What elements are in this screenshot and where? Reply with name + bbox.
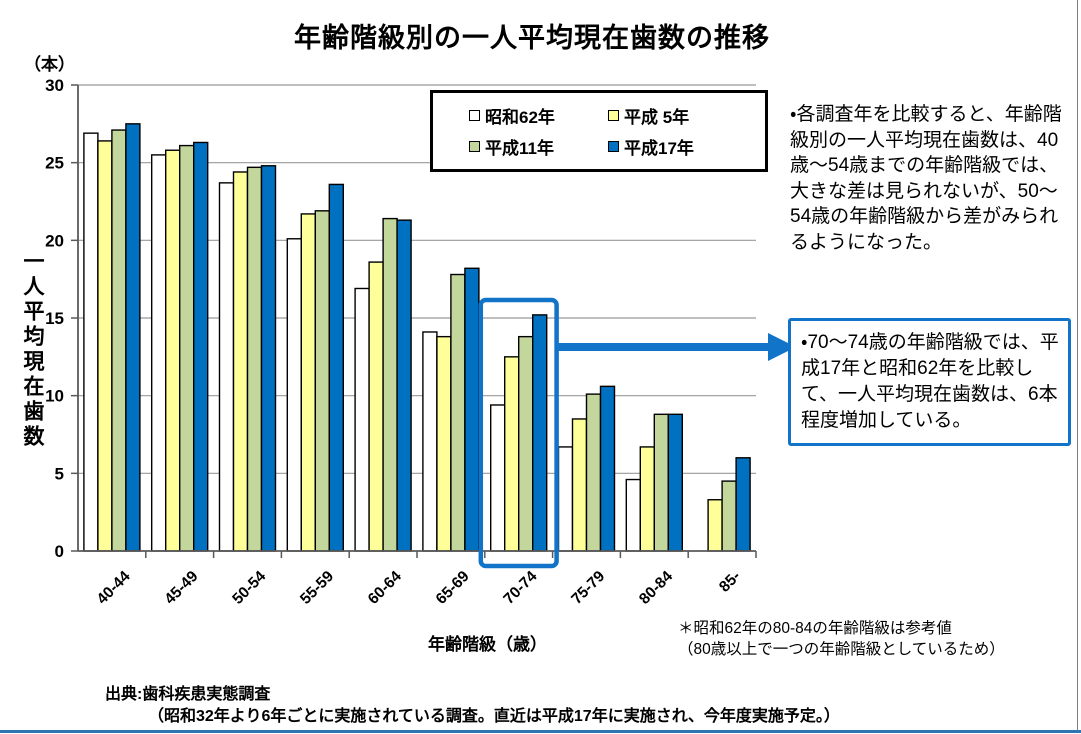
bar-平成11年-75-79 — [585, 393, 602, 552]
legend-label: 平成11年 — [485, 139, 554, 158]
legend-item-昭和62年: 昭和62年 — [469, 103, 608, 128]
reference-footnote: ＊昭和62年の80-84の年齢階級は参考値 （80歳以上で一つの年齢階級としてい… — [678, 620, 1005, 658]
legend-swatch-icon — [608, 141, 619, 152]
y-tick-label: 0 — [55, 542, 64, 561]
bar-昭和62年-45-49 — [150, 154, 167, 552]
comparison-note-text: ・各調査年を比較すると、年齢階級別の一人平均現在歯数は、40歳～54歳までの年齢… — [790, 104, 1062, 253]
bar-平成17年-70-74 — [532, 314, 548, 552]
bar-平成17年-40-44 — [125, 123, 141, 552]
legend-label: 平成 5年 — [624, 108, 690, 127]
bar-平成 5年-85- — [707, 499, 723, 552]
axes — [71, 84, 757, 558]
bar-平成 5年-50-54 — [232, 171, 249, 552]
x-tick-label-60-64: 60-64 — [365, 568, 405, 608]
bar-平成 5年-40-44 — [97, 140, 113, 552]
x-axis-tick-labels: 40-44 45-49 50-54 55-59 60-64 65-69 70-74 75-79… — [94, 568, 744, 608]
highlight-rect-70-74 — [478, 297, 559, 569]
bar-series — [83, 123, 751, 552]
legend-swatch-icon — [469, 110, 480, 121]
y-axis-title: 一人平均現在歯数 — [21, 250, 44, 450]
bar-平成11年-60-64 — [382, 217, 398, 552]
slide-bottom-border — [0, 730, 1081, 733]
bar-平成17年-75-79 — [599, 385, 616, 552]
y-tick-label: 15 — [45, 309, 64, 328]
highlight-annotation — [478, 297, 796, 569]
source-line-2: （昭和32年より6年ごとに実施されている調査。直近は平成17年に実施され、今年度… — [148, 708, 840, 725]
x-tick-label-85-: 85- — [716, 568, 744, 596]
y-tick-label: 10 — [45, 387, 64, 406]
x-axis-title: 年齢階級（歳） — [428, 635, 547, 654]
y-tick-label: 5 — [55, 464, 64, 483]
bar-昭和62年-65-69 — [422, 331, 438, 552]
bar-平成11年-45-49 — [178, 144, 195, 552]
bar-平成11年-65-69 — [450, 273, 466, 552]
bar-昭和62年-75-79 — [557, 446, 574, 552]
bar-昭和62年-40-44 — [83, 132, 99, 552]
bar-平成17年-85- — [735, 457, 751, 552]
bar-平成 5年-80-84 — [639, 446, 655, 552]
x-tick-label-65-69: 65-69 — [433, 568, 473, 608]
bar-昭和62年-70-74 — [490, 404, 506, 552]
bar-平成17年-65-69 — [464, 267, 480, 552]
x-tick-label-70-74: 70-74 — [500, 568, 540, 608]
bar-平成 5年-60-64 — [368, 261, 384, 552]
page-title: 年齢階級別の一人平均現在歯数の推移 — [294, 23, 770, 53]
bar-平成 5年-55-59 — [300, 213, 316, 552]
bar-平成 5年-45-49 — [164, 149, 181, 552]
bar-平成17年-60-64 — [396, 219, 412, 552]
x-tick-label-55-59: 55-59 — [297, 568, 337, 608]
legend-item-平成17年: 平成17年 — [608, 134, 747, 159]
bar-平成11年-50-54 — [246, 166, 263, 552]
bar-平成11年-40-44 — [111, 129, 127, 552]
bar-平成17年-45-49 — [192, 141, 209, 552]
bar-昭和62年-50-54 — [218, 182, 235, 552]
legend: 昭和62年 平成 5年平成11年 平成17年 — [430, 90, 768, 172]
bar-昭和62年-80-84 — [625, 478, 641, 552]
legend-swatch-icon — [469, 141, 480, 152]
legend-label: 平成17年 — [624, 139, 694, 158]
bar-平成11年-80-84 — [653, 413, 669, 552]
bar-平成17年-50-54 — [260, 165, 277, 552]
x-tick-label-45-49: 45-49 — [161, 568, 201, 608]
bar-平成 5年-65-69 — [436, 335, 452, 552]
x-tick-label-40-44: 40-44 — [94, 568, 134, 608]
arrow-head-icon — [768, 333, 796, 361]
highlight-note-box: ・70～74歳の年齢階級では、平成17年と昭和62年を比較して、一人平均現在歯数… — [788, 318, 1071, 446]
bar-平成11年-70-74 — [518, 335, 534, 552]
bar-平成 5年-75-79 — [571, 418, 588, 552]
bar-昭和62年-60-64 — [354, 287, 370, 552]
y-axis-unit-label: （本） — [24, 55, 75, 74]
legend-label: 昭和62年 — [485, 108, 555, 127]
x-tick-label-80-84: 80-84 — [636, 568, 676, 608]
bar-平成11年-85- — [721, 480, 737, 552]
y-axis-tick-labels: 30 25 20 15 10 5 0 — [45, 76, 64, 561]
legend-item-平成11年: 平成11年 — [469, 134, 608, 159]
y-tick-label: 30 — [45, 76, 64, 95]
bar-昭和62年-55-59 — [286, 238, 302, 552]
x-tick-label-50-54: 50-54 — [229, 568, 269, 608]
y-tick-label: 20 — [45, 231, 64, 250]
legend-swatch-icon — [608, 110, 619, 121]
x-tick-label-75-79: 75-79 — [568, 568, 608, 608]
bar-平成 5年-70-74 — [504, 356, 520, 552]
source-line-1: 出典:歯科疾患実態調査 — [105, 686, 271, 703]
legend-item-平成 5年: 平成 5年 — [608, 103, 747, 128]
bar-平成11年-55-59 — [314, 210, 330, 552]
y-tick-label: 25 — [45, 154, 64, 173]
bar-平成17年-55-59 — [328, 183, 344, 552]
bar-平成17年-80-84 — [667, 413, 683, 552]
slide-right-border — [1077, 0, 1078, 731]
